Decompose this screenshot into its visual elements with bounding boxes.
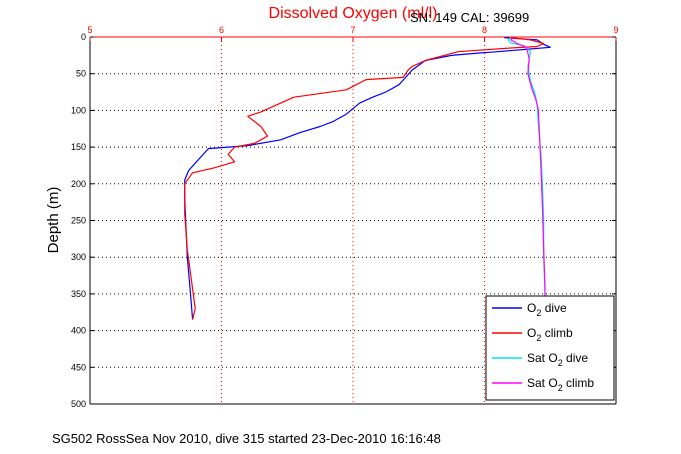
chart-title: Dissolved Oxygen (ml/l) (269, 5, 438, 22)
y-tick-label: 50 (76, 69, 86, 79)
y-tick-label: 400 (71, 326, 86, 336)
y-tick-label: 250 (71, 216, 86, 226)
o2-dive-line (184, 37, 551, 320)
footer-caption: SG502 RossSea Nov 2010, dive 315 started… (52, 431, 441, 446)
x-tick-label: 6 (219, 25, 224, 35)
y-tick-label: 500 (71, 399, 86, 409)
y-tick-label: 300 (71, 252, 86, 262)
sn-cal-label: SN: 149 CAL: 39699 (410, 10, 529, 25)
y-tick-label: 350 (71, 289, 86, 299)
sat-o2-climb-line (510, 37, 546, 320)
x-tick-label: 5 (87, 25, 92, 35)
axes: 5 6 7 8 9 0 50 100 150 200 250 300 350 400 450 500 (71, 25, 619, 409)
legend-item-o2-dive-label: O2 dive (527, 301, 567, 318)
x-tick-label: 7 (350, 25, 355, 35)
y-tick-label: 100 (71, 105, 86, 115)
series-layer (184, 37, 551, 320)
y-tick-label: 450 (71, 362, 86, 372)
legend: O2 dive O2 climb Sat O2 dive Sat O2 climb (485, 295, 615, 401)
x-tick-label: 9 (613, 25, 618, 35)
legend-box (485, 295, 615, 401)
x-tick-label: 8 (482, 25, 487, 35)
y-tick-label: 0 (81, 32, 86, 42)
legend-item-o2-climb-label: O2 climb (527, 326, 573, 343)
o2-climb-line (184, 37, 545, 320)
y-axis-label: Depth (m) (45, 187, 62, 254)
y-tick-label: 150 (71, 142, 86, 152)
legend-item-sat-o2-climb-label: Sat O2 climb (527, 376, 594, 393)
y-tick-label: 200 (71, 179, 86, 189)
legend-item-sat-o2-dive-label: Sat O2 dive (527, 351, 588, 368)
